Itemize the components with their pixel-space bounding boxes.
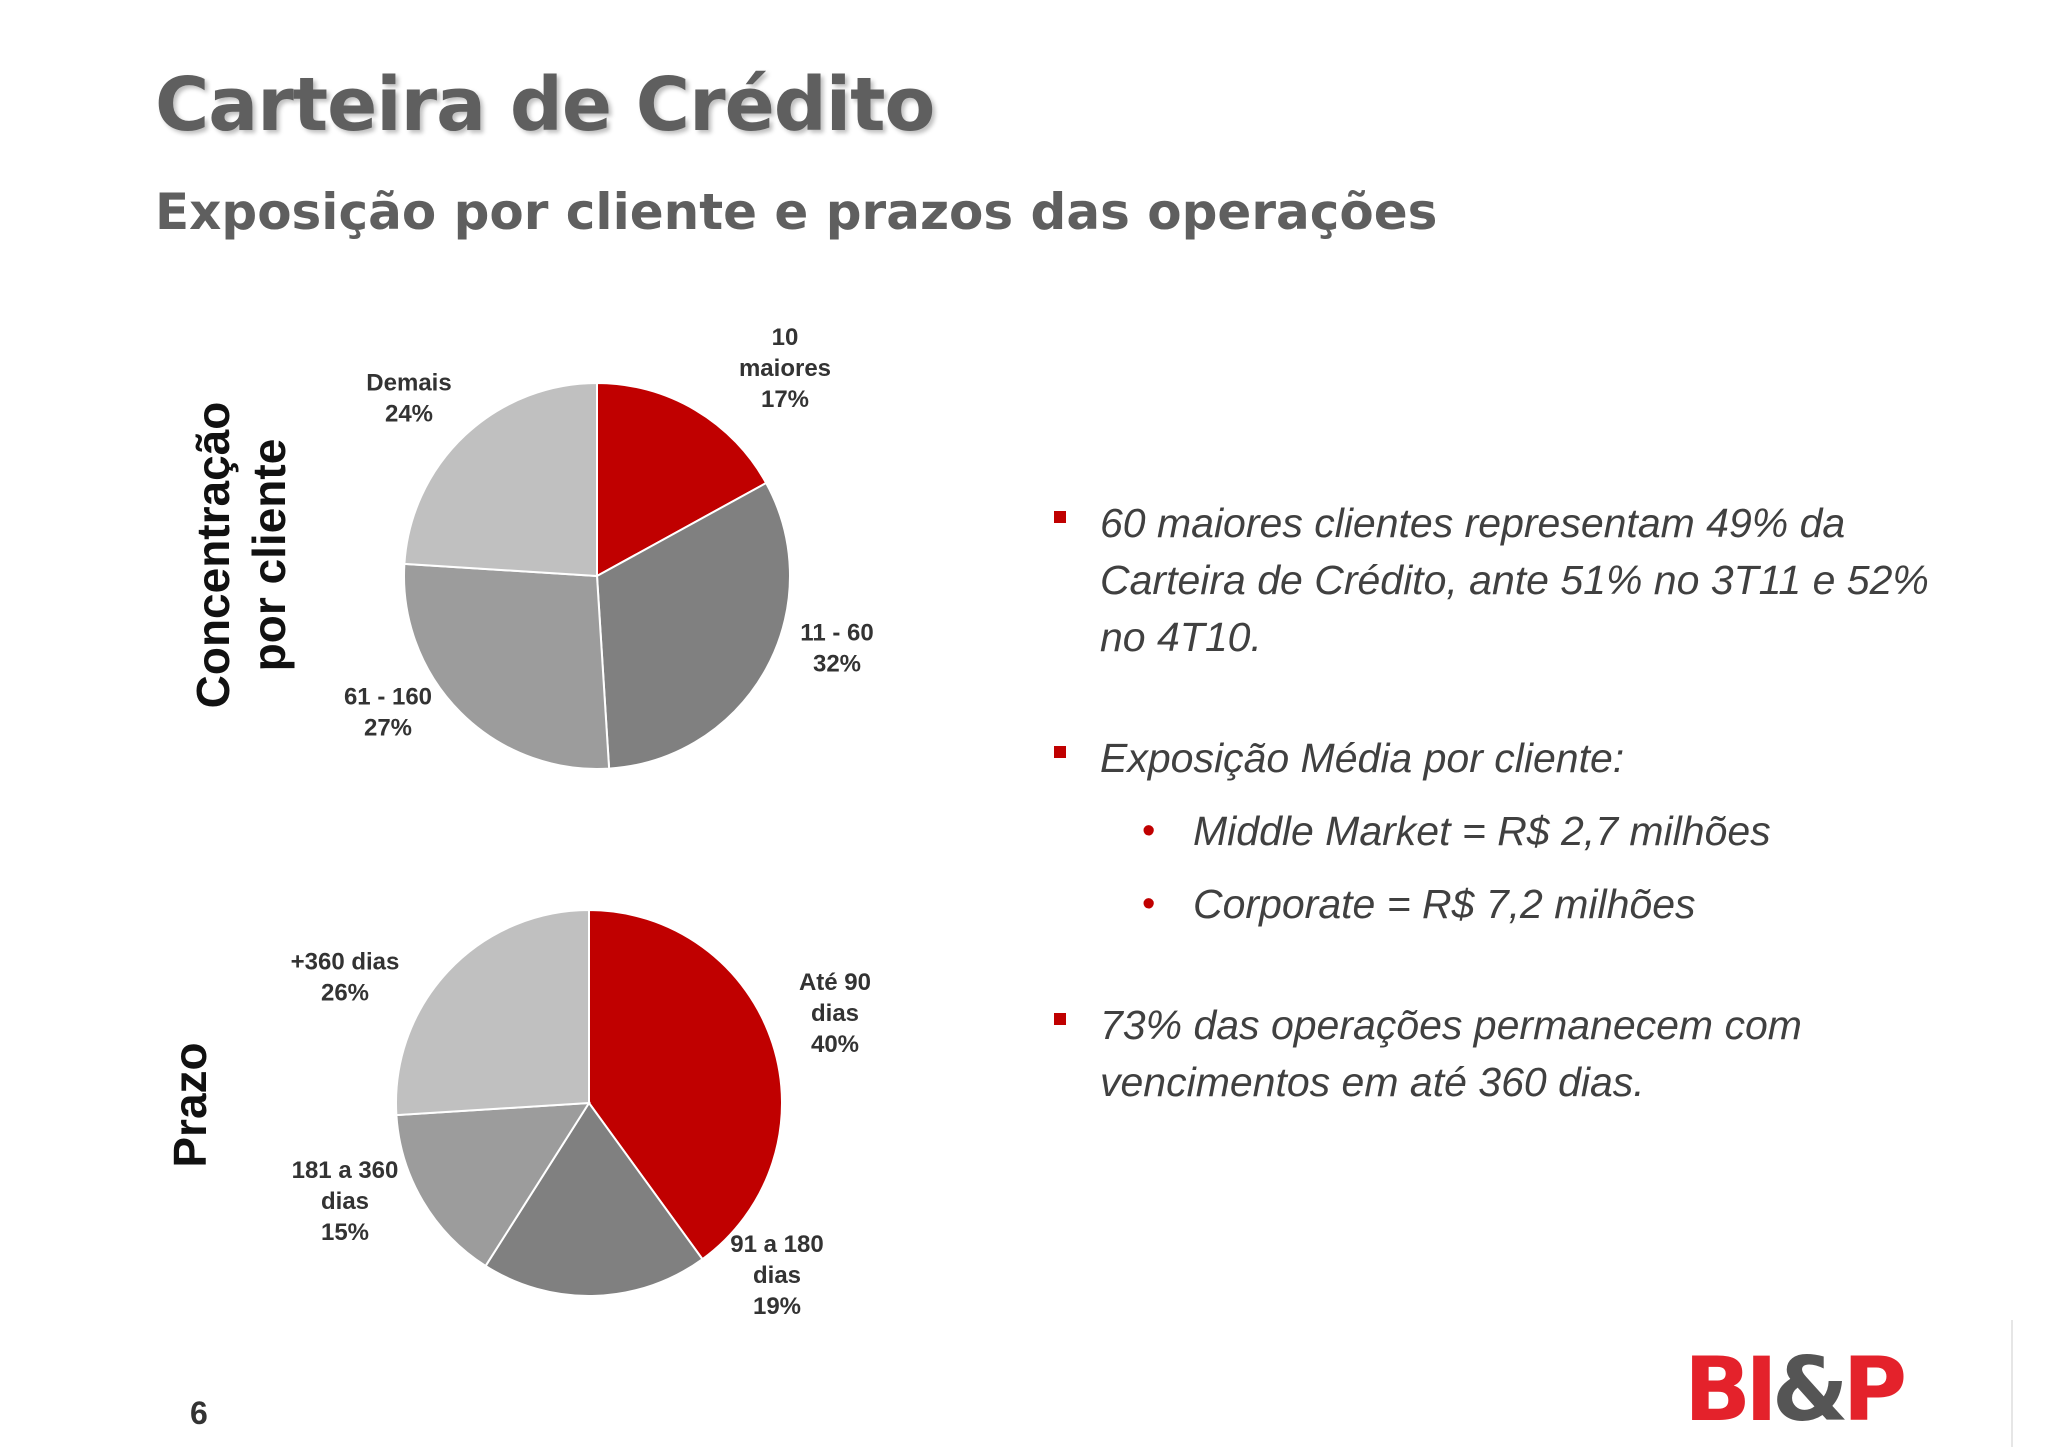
pie1-slice-3 [403, 562, 611, 770]
pie1-label-4: Demais 24% [366, 370, 451, 428]
pie2-slice-3 [395, 1101, 591, 1268]
pie1-label-2: 11 - 60 32% [800, 620, 873, 678]
pie1-slice-4 [403, 381, 598, 578]
pie2-label-1: Até 90 dias 40% [799, 969, 871, 1058]
pie2-label-2: 91 a 180 dias 19% [730, 1231, 823, 1320]
pie2-label-4: +360 dias 26% [291, 949, 400, 1007]
logo-text-right: P [1842, 1338, 1907, 1441]
pie2-slice-2 [484, 1101, 704, 1297]
page-subtitle: Exposição por cliente e prazos das opera… [155, 183, 1438, 241]
pie2-label-3: 181 a 360 dias 15% [292, 1157, 399, 1246]
pie1-slice-1 [596, 381, 768, 578]
logo-ampersand: & [1771, 1338, 1849, 1441]
bullet-exposure: Exposição Média por cliente: [1050, 730, 1950, 787]
pie1-label-3: 61 - 160 27% [344, 684, 432, 742]
edge-divider [2011, 1320, 2013, 1447]
bullet-list: 60 maiores clientes representam 49% da C… [1050, 495, 1950, 1111]
bullet-concentration: 60 maiores clientes representam 49% da C… [1050, 495, 1950, 666]
page-title: Carteira de Crédito [155, 62, 935, 148]
logo-text-left: BI [1684, 1338, 1778, 1441]
pie1-slice-2 [595, 481, 791, 770]
page-number: 6 [190, 1395, 208, 1431]
pie-charts: 10 maiores 17% 11 - 60 32% 61 - 160 27% Demais 2… [291, 324, 874, 1320]
pie2-slice-4 [395, 908, 590, 1117]
bullet-maturity: 73% das operações permanecem com vencime… [1050, 997, 1950, 1111]
bip-logo: BI&P [1684, 1338, 1907, 1441]
bullet-corporate: Corporate = R$ 7,2 milhões [1050, 876, 1950, 933]
pie2-slice-1 [588, 908, 783, 1261]
pie1-label-1: 10 maiores 17% [739, 324, 831, 413]
bullet-middle-market: Middle Market = R$ 2,7 milhões [1050, 803, 1950, 860]
